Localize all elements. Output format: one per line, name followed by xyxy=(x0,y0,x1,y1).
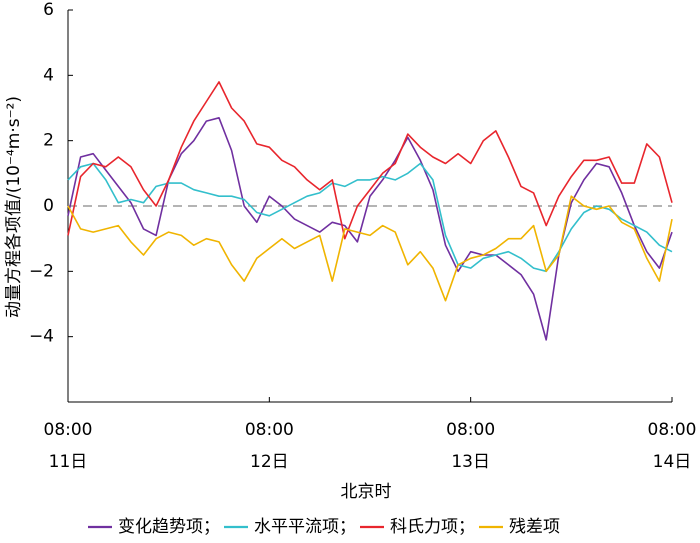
y-tick-label: 6 xyxy=(43,0,54,20)
legend-separator: ； xyxy=(203,517,220,537)
x-tick-label: 08:00 xyxy=(245,420,294,440)
series-line xyxy=(67,162,673,273)
x-tick-label: 13日 xyxy=(451,452,490,472)
x-tick-label: 08:00 xyxy=(446,420,495,440)
y-axis-label: 动量方程各项值/(10⁻⁴m·s⁻²) xyxy=(4,96,24,318)
x-tick-label: 12日 xyxy=(250,452,289,472)
series-line xyxy=(67,195,673,302)
legend-label: 水平平流项 xyxy=(254,517,339,537)
y-tick-label: −4 xyxy=(29,327,54,347)
x-tick-label: 11日 xyxy=(49,452,88,472)
legend-label: 变化趋势项 xyxy=(118,517,203,537)
legend-separator: ； xyxy=(339,517,356,537)
x-axis-label: 北京时 xyxy=(341,482,392,502)
x-tick-label: 14日 xyxy=(653,452,692,472)
y-tick-label: 2 xyxy=(43,131,54,151)
legend: 变化趋势项；水平平流项；科氏力项；残差项 xyxy=(88,517,560,537)
legend-label: 残差项 xyxy=(509,517,560,537)
x-tick-label: 08:00 xyxy=(648,420,697,440)
y-tick-label: 0 xyxy=(43,196,54,216)
legend-label: 科氏力项 xyxy=(390,517,458,537)
legend-separator: ； xyxy=(458,517,475,537)
series-line xyxy=(67,117,673,341)
y-tick-label: 4 xyxy=(43,65,54,85)
y-tick-label: −2 xyxy=(29,261,54,281)
series-line xyxy=(67,81,673,240)
x-tick-label: 08:00 xyxy=(44,420,93,440)
